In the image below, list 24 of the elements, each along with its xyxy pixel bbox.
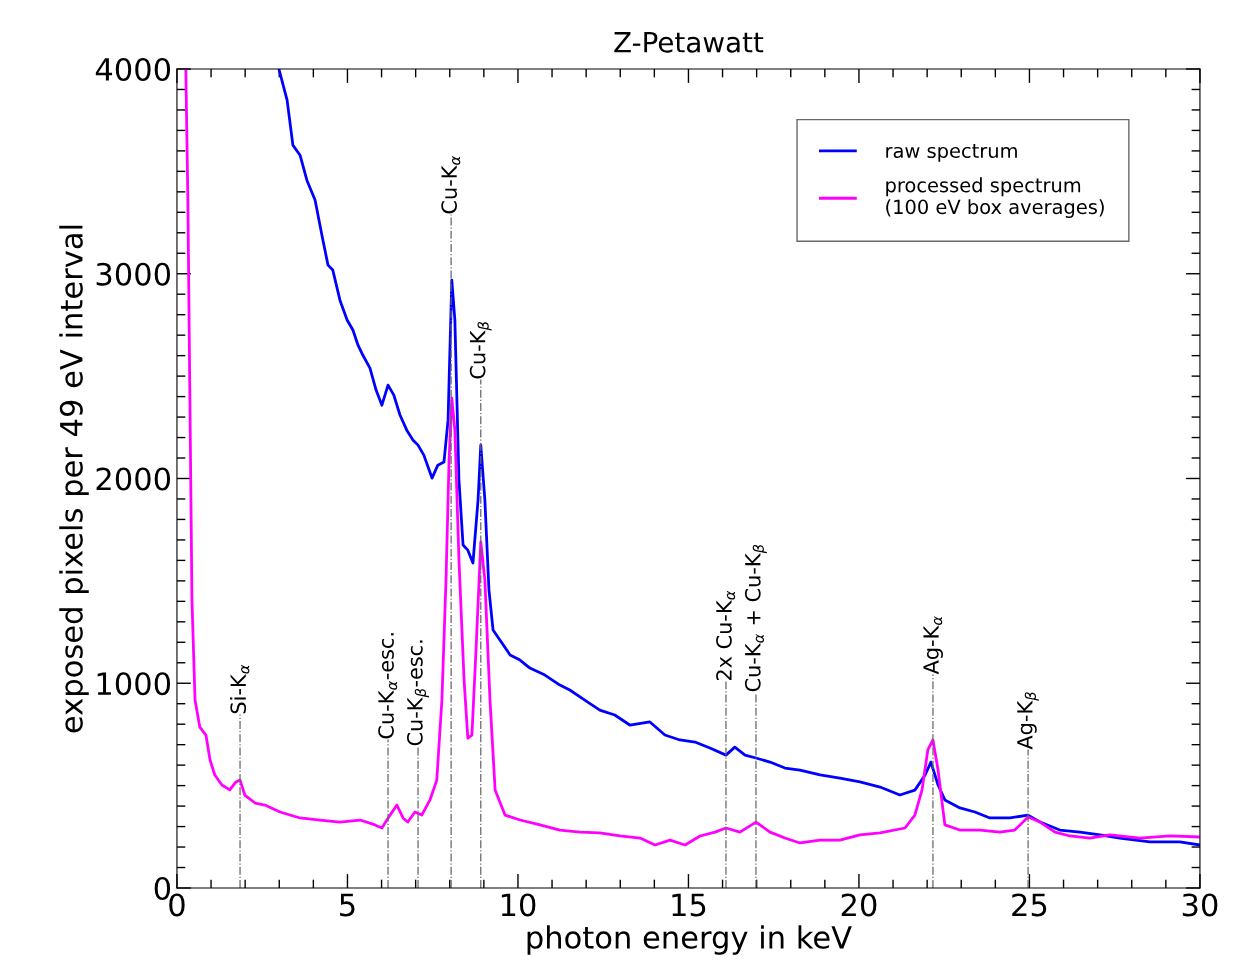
y-tick-label: 4000	[95, 57, 171, 82]
x-tick-label: 25	[1012, 893, 1047, 917]
x-tick-label: 15	[672, 893, 706, 917]
y-tick-label: 2000	[96, 467, 171, 491]
x-tick-label: 20	[841, 893, 877, 917]
ref-line-label: Cu-K$_{α}$-esc.	[378, 633, 398, 739]
y-tick-label: 3000	[96, 262, 171, 286]
ref-line-label: Cu-K$_{β}$	[469, 322, 492, 379]
legend-label: raw spectrum	[886, 144, 1017, 162]
x-tick-label: 5	[340, 893, 355, 917]
ref-line-label: Cu-K$_{α}$	[441, 156, 461, 214]
y-axis-title: exposed pixels per 49 eV interval	[59, 225, 89, 733]
ref-line-label: Cu-K$_{β}$-esc.	[407, 640, 429, 746]
ref-line-label: Si-K$_{α}$	[229, 664, 250, 714]
legend-label: processed spectrum (100 eV box averages)	[886, 177, 1104, 218]
x-axis-title: photon energy in keV	[527, 925, 852, 955]
y-tick-label: 1000	[97, 672, 171, 696]
ref-line-label: 2x Cu-K$_{α}$	[716, 590, 736, 681]
x-tick-label: 30	[1182, 893, 1218, 917]
chart-title: Z-Petawatt	[614, 32, 764, 53]
ref-line-label: Ag-K$_{β}$	[1017, 692, 1039, 750]
x-tick-label: 10	[501, 893, 536, 917]
ref-line-label: Ag-K$_{α}$	[923, 616, 943, 675]
ref-line-label: Cu-K$_{α}$ + Cu-K$_{β}$	[744, 544, 767, 692]
